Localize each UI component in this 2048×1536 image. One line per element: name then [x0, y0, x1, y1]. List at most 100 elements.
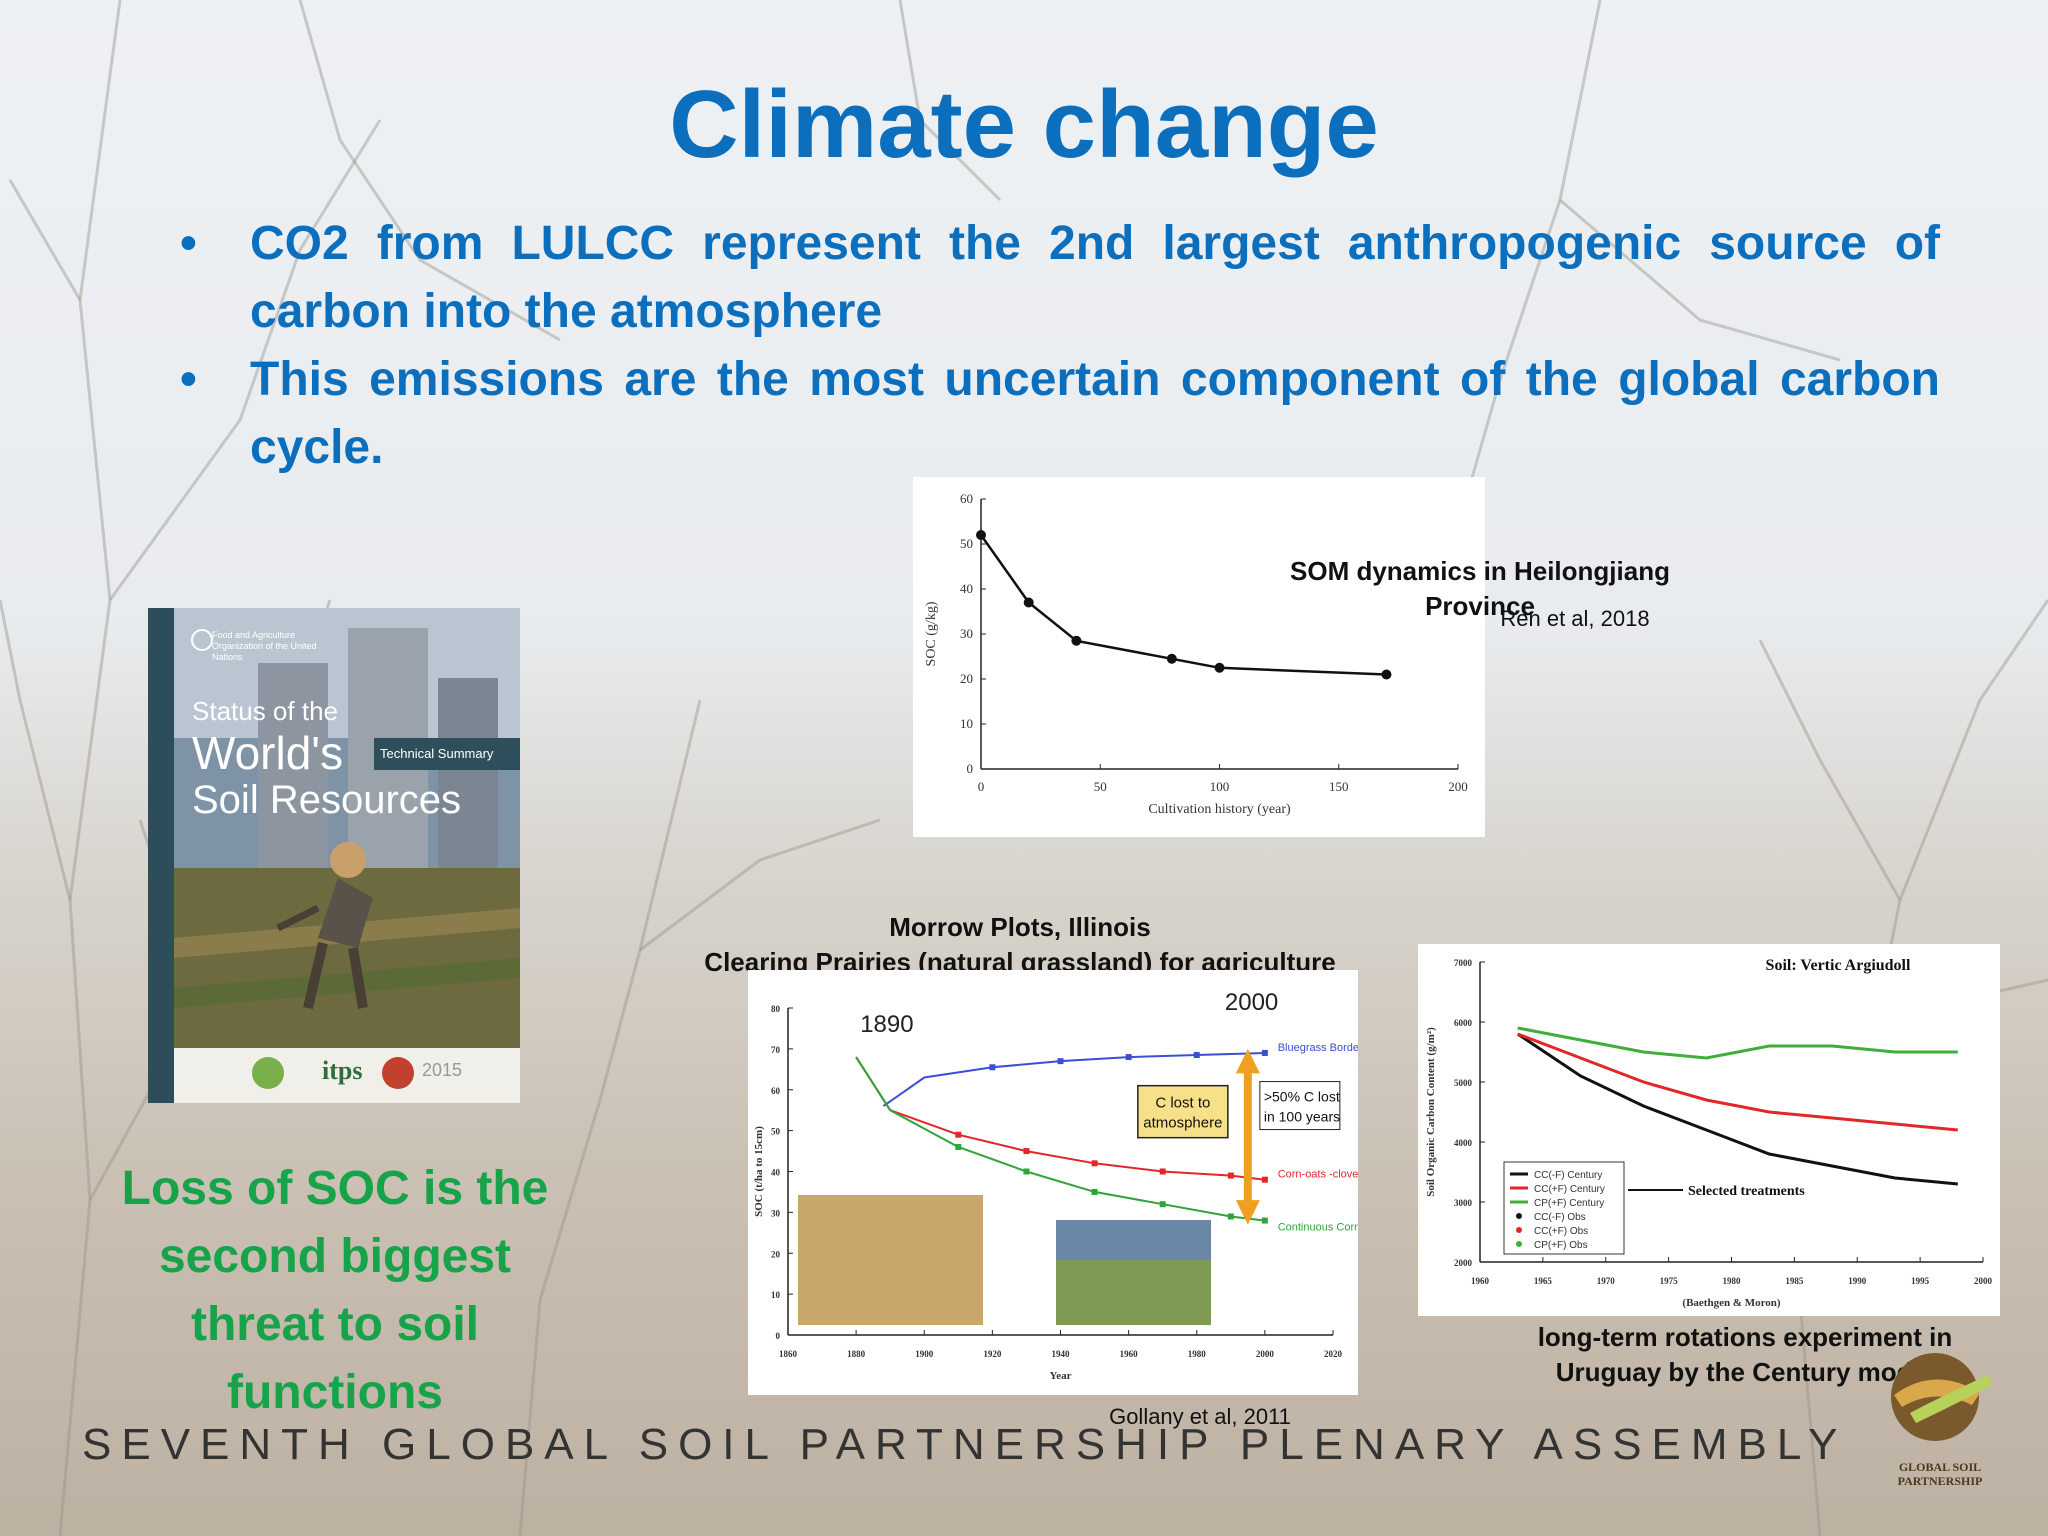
y-tick-label: 50 [771, 1127, 781, 1137]
morrow-series-point [1193, 1052, 1200, 1059]
morrow-series-line [855, 1056, 1266, 1222]
som-point [1166, 653, 1177, 664]
x-tick-label: 100 [1210, 779, 1230, 794]
morrow-series-point [1227, 1172, 1234, 1179]
x-tick-label: 1920 [983, 1349, 1002, 1359]
y-tick-label: 6000 [1454, 1018, 1473, 1028]
y-tick-label: 7000 [1454, 958, 1473, 968]
uruguay-panel-title: Soil: Vertic Argiudoll [1766, 957, 1911, 974]
morrow-series-name: Continuous Corn [1278, 1222, 1358, 1234]
morrow-series-point [1159, 1168, 1166, 1175]
x-tick-label: 1965 [1534, 1276, 1553, 1286]
y-tick-label: 40 [960, 581, 973, 596]
y-tick-label: 4000 [1454, 1138, 1473, 1148]
x-tick-label: 1980 [1723, 1276, 1742, 1286]
bullet-item: This emissions are the most uncertain co… [160, 346, 1940, 482]
y-tick-label: 50 [960, 536, 973, 551]
som-point [1071, 635, 1082, 646]
x-axis-label: (Baethgen & Moron) [1682, 1297, 1781, 1309]
x-tick-label: 2020 [1324, 1349, 1343, 1359]
uruguay-legend-label: CC(+F) Century [1534, 1184, 1605, 1195]
y-tick-label: 30 [960, 626, 973, 641]
som-point [1214, 662, 1225, 673]
morrow-series-point [955, 1143, 962, 1150]
morrow-series-point [955, 1131, 962, 1138]
morrow-series-point [1091, 1160, 1098, 1167]
y-tick-label: 20 [771, 1249, 781, 1259]
c-lost-box [1137, 1084, 1229, 1139]
y-tick-label: 3000 [1454, 1198, 1473, 1208]
morrow-series-point [1261, 1049, 1268, 1056]
chart-uruguay-caption-line2: Uruguay by the Century model [1555, 1357, 1935, 1387]
uruguay-legend-swatch [1516, 1241, 1522, 1247]
c-lost-line1: C lost to [1155, 1095, 1210, 1112]
bullet-item: CO2 from LULCC represent the 2nd largest… [160, 210, 1940, 346]
bullet-list: CO2 from LULCC represent the 2nd largest… [160, 210, 1940, 482]
morrow-series-point [1125, 1054, 1132, 1061]
y-tick-label: 5000 [1454, 1078, 1473, 1088]
som-line [979, 534, 1387, 676]
x-tick-label: 1880 [847, 1349, 866, 1359]
historic-photo [798, 1195, 983, 1325]
page-title: Climate change [669, 71, 1379, 178]
morrow-series-point [1261, 1176, 1268, 1183]
morrow-series-point [1227, 1213, 1234, 1220]
x-tick-label: 50 [1094, 779, 1107, 794]
gsp-logo-icon [1891, 1353, 1992, 1441]
chart-uruguay: 1960 1965 1970 1975 1980 1985 1990 1995 2000 2000… [1425, 957, 1993, 1309]
loss-arrow-head-down [1235, 1200, 1260, 1225]
uruguay-legend-box [1503, 1161, 1625, 1255]
y-tick-label: 0 [776, 1331, 781, 1341]
chart-uruguay-panel: 1960 1965 1970 1975 1980 1985 1990 1995 2000 2000… [1418, 944, 2000, 1316]
morrow-series-point [1057, 1058, 1064, 1065]
uruguay-legend-label: CP(+F) Obs [1534, 1240, 1588, 1251]
pct-lost-box [1259, 1081, 1341, 1131]
gsp-logo: GLOBAL SOIL PARTNERSHIP [1880, 1345, 2000, 1495]
chart-uruguay-caption-line1: long-term rotations experiment in [1537, 1322, 1953, 1352]
x-tick-label: 1900 [915, 1349, 934, 1359]
x-tick-label: 2000 [1974, 1276, 1993, 1286]
y-tick-label: 60 [771, 1086, 781, 1096]
selected-treatments-label: Selected treatments [1688, 1184, 1805, 1199]
morrow-series-point [1091, 1188, 1098, 1195]
x-tick-label: 1995 [1911, 1276, 1930, 1286]
y-tick-label: 70 [771, 1045, 781, 1055]
y-tick-label: 0 [967, 761, 974, 776]
y-tick-label: 40 [771, 1168, 781, 1178]
chart-som-source: Ren et al, 2018 [1500, 606, 1650, 631]
y-axis-label: SOC (g/kg) [924, 601, 939, 666]
book-cover-art [148, 608, 520, 1103]
book-title-line3: Soil Resources [192, 778, 462, 822]
book-year: 2015 [422, 1060, 463, 1080]
x-tick-label: 1970 [1597, 1276, 1616, 1286]
x-tick-label: 1860 [779, 1349, 798, 1359]
chart-uruguay-caption: long-term rotations experiment in Urugua… [1480, 1320, 2010, 1390]
morrow-series-name: Bluegrass Border [1278, 1042, 1358, 1054]
x-tick-label: 1990 [1848, 1276, 1867, 1286]
y-tick-label: 60 [960, 491, 973, 506]
chart-som: 0 50 100 150 200 0 10 20 30 40 50 60 Cultivation his… [924, 491, 1468, 817]
uruguay-legend-label: CC(+F) Obs [1534, 1226, 1588, 1237]
morrow-series-point [989, 1064, 996, 1071]
chart-morrow-source: Gollany et al, 2011 [1109, 1404, 1291, 1429]
assembly-footer: SEVENTH GLOBAL SOIL PARTNERSHIP PLENARY … [82, 1420, 1848, 1469]
morrow-series-point [1023, 1148, 1030, 1155]
x-tick-label: 200 [1448, 779, 1468, 794]
modern-photo-sky [1056, 1220, 1211, 1260]
x-axis-label: Year [1050, 1370, 1072, 1382]
chart-som-panel: 0 50 100 150 200 0 10 20 30 40 50 60 Cultivation his… [913, 477, 1485, 837]
start-year-label: 1890 [860, 1011, 913, 1038]
gsp-logo-text: GLOBAL SOIL PARTNERSHIP [1897, 1460, 1983, 1488]
x-tick-label: 2000 [1256, 1349, 1275, 1359]
y-tick-label: 30 [771, 1208, 781, 1218]
som-point [1381, 669, 1392, 680]
loss-arrow-head-up [1235, 1048, 1260, 1074]
uruguay-legend-label: CP(+F) Century [1534, 1198, 1604, 1209]
book-badge: Technical Summary [380, 746, 494, 761]
book-title-line2: World's [192, 727, 344, 779]
x-tick-label: 150 [1329, 779, 1349, 794]
x-tick-label: 1940 [1052, 1349, 1071, 1359]
x-tick-label: 1960 [1471, 1276, 1490, 1286]
uruguay-legend-label: CC(-F) Century [1534, 1170, 1602, 1181]
end-year-label: 2000 [1225, 989, 1278, 1016]
